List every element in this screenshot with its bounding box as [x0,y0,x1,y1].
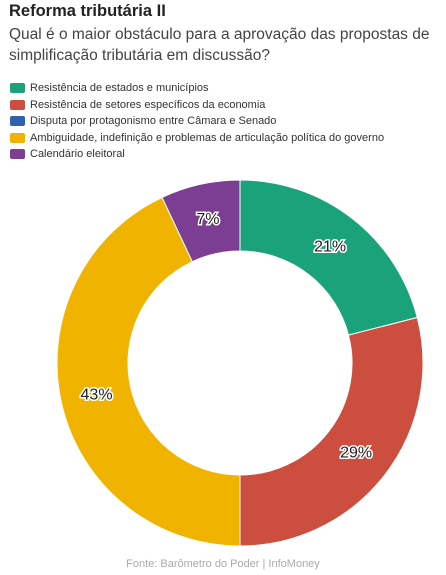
slice-value-label: 29% [340,445,372,462]
slice-resistencia-de-setores-especificos-da-ec[interactable] [239,316,424,547]
donut-chart: 21% 29% 43% 7% [56,179,424,547]
legend: Resistência de estados e municípios Resi… [10,80,384,163]
slice-calendario-eleitoral[interactable] [161,179,241,263]
donut-slices [56,179,424,547]
legend-swatch [10,132,25,143]
legend-swatch [10,116,25,127]
legend-item-ambiguidade[interactable]: Ambiguidade, indefinição e problemas de … [10,130,384,147]
slice-value-label: 43% [81,387,113,404]
legend-label: Resistência de estados e municípios [30,82,209,95]
slice-value-label: 21% [314,238,346,255]
legend-label: Resistência de setores específicos da ec… [30,98,266,111]
legend-swatch [10,83,25,94]
slice-value-label: 7% [196,211,219,228]
slice-resistencia-de-estados-e-municipios[interactable] [239,179,418,336]
legend-item-setores[interactable]: Resistência de setores específicos da ec… [10,97,384,114]
legend-label: Calendário eleitoral [30,148,125,161]
chart-title: Reforma tributária II [9,2,166,20]
legend-item-estados[interactable]: Resistência de estados e municípios [10,80,384,97]
chart-subtitle: Qual é o maior obstáculo para a aprovaçã… [9,26,430,64]
legend-label: Disputa por protagonismo entre Câmara e … [30,115,277,128]
donut-labels: 21% 29% 43% 7% [79,210,374,464]
legend-swatch [10,99,25,110]
legend-swatch [10,149,25,160]
legend-item-calendario[interactable]: Calendário eleitoral [10,146,384,163]
source-note: Fonte: Barômetro do Poder | InfoMoney [126,558,320,570]
legend-label: Ambiguidade, indefinição e problemas de … [30,131,385,144]
slice-ambiguidade-indefinicao-e-problemas-de-a[interactable] [56,196,241,547]
legend-item-disputa[interactable]: Disputa por protagonismo entre Câmara e … [10,113,384,130]
